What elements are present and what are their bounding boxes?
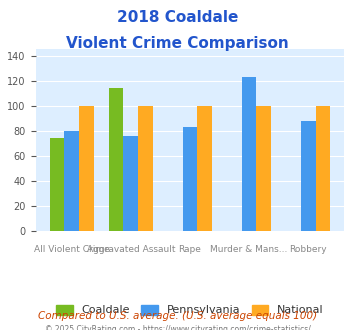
Text: All Violent Crime: All Violent Crime	[34, 245, 110, 254]
Bar	[316, 106, 330, 231]
Text: Compared to U.S. average. (U.S. average equals 100): Compared to U.S. average. (U.S. average …	[38, 311, 317, 321]
Bar	[50, 138, 64, 231]
Text: © 2025 CityRating.com - https://www.cityrating.com/crime-statistics/: © 2025 CityRating.com - https://www.city…	[45, 325, 310, 330]
Bar	[109, 88, 124, 231]
Bar	[197, 106, 212, 231]
Text: 2018 Coaldale: 2018 Coaldale	[117, 10, 238, 25]
Bar	[256, 106, 271, 231]
Text: Aggravated Assault: Aggravated Assault	[87, 245, 175, 254]
Bar	[64, 131, 79, 231]
Bar	[301, 121, 316, 231]
Text: Rape: Rape	[179, 245, 201, 254]
Legend: Coaldale, Pennsylvania, National: Coaldale, Pennsylvania, National	[52, 300, 328, 320]
Bar	[242, 77, 256, 231]
Bar	[182, 127, 197, 231]
Bar	[138, 106, 153, 231]
Bar	[79, 106, 94, 231]
Bar	[124, 136, 138, 231]
Text: Violent Crime Comparison: Violent Crime Comparison	[66, 36, 289, 51]
Text: Robbery: Robbery	[289, 245, 327, 254]
Text: Murder & Mans...: Murder & Mans...	[211, 245, 288, 254]
